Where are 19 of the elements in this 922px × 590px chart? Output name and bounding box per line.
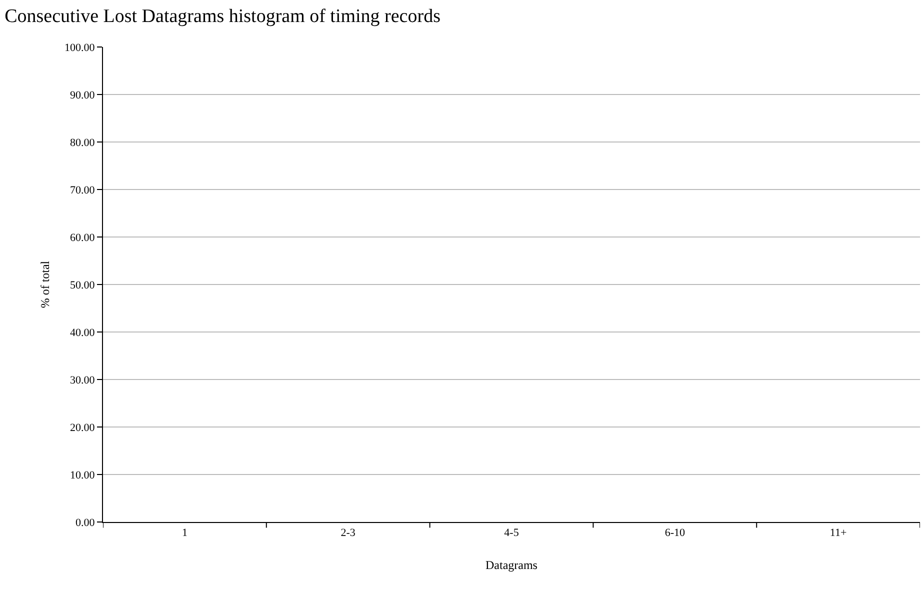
y-tick-label: 0.00 [76, 516, 96, 529]
y-tick-label: 100.00 [64, 42, 96, 54]
y-tick-label: 80.00 [70, 136, 96, 149]
y-tick-label: 20.00 [70, 422, 96, 434]
y-tick-label: 40.00 [70, 326, 96, 339]
x-tick-label: 4-5 [504, 527, 520, 540]
x-tick-label: 11+ [830, 527, 847, 540]
chart-title: Consecutive Lost Datagrams histogram of timing records [4, 6, 440, 28]
x-axis-title: Datagrams [486, 558, 538, 572]
y-tick-label: 30.00 [70, 374, 96, 386]
x-tick-label: 6-10 [664, 527, 686, 540]
y-tick-label: 60.00 [70, 232, 96, 244]
y-tick-label: 70.00 [70, 184, 96, 196]
y-tick-label: 90.00 [70, 89, 96, 102]
y-tick-label: 50.00 [70, 279, 96, 292]
y-tick-label: 10.00 [70, 469, 96, 482]
y-axis-title: % of total [38, 260, 52, 308]
x-tick-label: 1 [182, 527, 188, 540]
x-tick-label: 2-3 [340, 527, 356, 540]
